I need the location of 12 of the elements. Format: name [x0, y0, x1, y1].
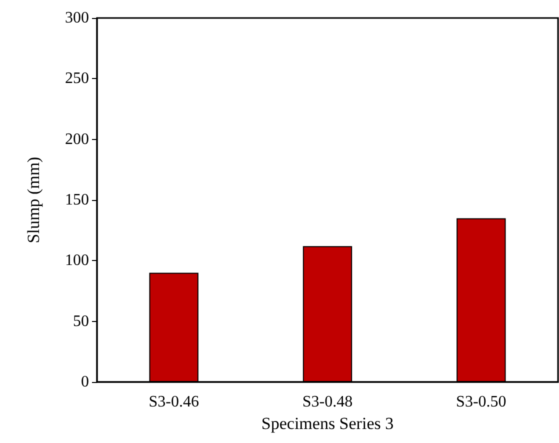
x-tick-label: S3-0.50	[456, 394, 506, 410]
x-tick-label: S3-0.48	[302, 394, 353, 410]
y-tick-label: 200	[65, 130, 89, 148]
y-tick-label: 300	[65, 10, 89, 26]
y-axis-title: Slump (mm)	[24, 156, 43, 244]
x-axis-title: Specimens Series 3	[261, 414, 394, 433]
x-tick-label: S3-0.46	[148, 394, 199, 410]
y-tick-label: 150	[65, 192, 89, 208]
y-tick-label: 250	[65, 70, 89, 88]
y-tick-label: 0	[81, 374, 89, 390]
y-tick-label: 100	[65, 252, 89, 270]
y-tick-label: 50	[73, 312, 89, 330]
